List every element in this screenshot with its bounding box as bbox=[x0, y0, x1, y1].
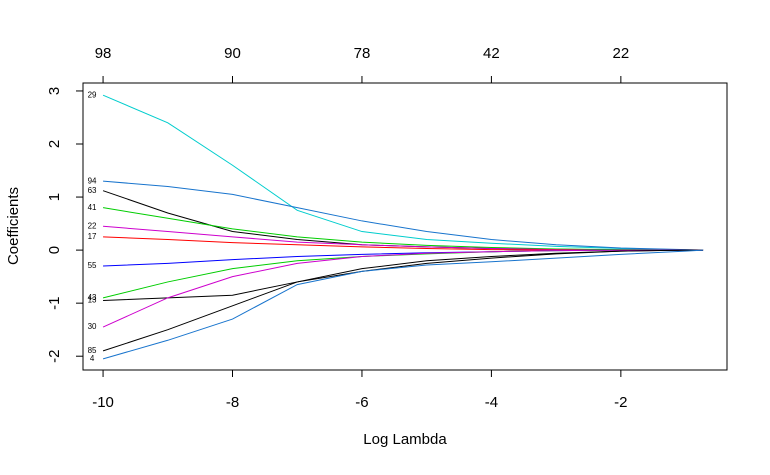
x-tick-label: -4 bbox=[485, 394, 498, 411]
y-tick-label: 1 bbox=[46, 193, 63, 201]
coef-line bbox=[103, 225, 704, 251]
series-label: 63 bbox=[88, 186, 97, 195]
y-tick-label: 0 bbox=[46, 246, 63, 254]
series-label: 94 bbox=[88, 176, 97, 185]
x2-tick-label: 22 bbox=[613, 45, 630, 62]
x-tick-label: -8 bbox=[226, 394, 239, 411]
coef-line bbox=[102, 207, 704, 251]
series-label: 55 bbox=[88, 261, 97, 270]
x-axis-label: Log Lambda bbox=[363, 431, 447, 448]
x-tick-label: -6 bbox=[355, 394, 368, 411]
y-axis-label: Coefficients bbox=[5, 187, 22, 265]
series-label: 4 bbox=[90, 354, 95, 363]
series-label: 85 bbox=[88, 346, 97, 355]
y-tick-label: 2 bbox=[46, 140, 63, 148]
series-label: 30 bbox=[88, 322, 97, 331]
coef-line bbox=[102, 249, 704, 352]
coef-line bbox=[102, 249, 704, 360]
plot-frame bbox=[82, 82, 728, 371]
x2-tick-label: 90 bbox=[224, 45, 241, 62]
coef-line bbox=[103, 249, 704, 302]
x-tick-label: -10 bbox=[92, 394, 114, 411]
coef-line bbox=[103, 180, 704, 251]
x-tick-label: -2 bbox=[614, 394, 627, 411]
coef-line bbox=[102, 94, 704, 251]
y-tick-label: 3 bbox=[46, 87, 63, 95]
series-label: 13 bbox=[88, 296, 97, 305]
x2-tick-label: 42 bbox=[483, 45, 500, 62]
series-label: 41 bbox=[88, 203, 97, 212]
series-label: 29 bbox=[88, 90, 97, 99]
coef-line bbox=[102, 249, 704, 299]
series-label: 43 bbox=[88, 293, 97, 302]
coef-line bbox=[102, 249, 704, 328]
series-label: 17 bbox=[88, 232, 97, 241]
y-tick-label: -2 bbox=[46, 350, 63, 363]
y-tick-label: -1 bbox=[46, 296, 63, 309]
x2-tick-label: 98 bbox=[95, 45, 112, 62]
series-label: 22 bbox=[88, 221, 97, 230]
x2-tick-label: 78 bbox=[354, 45, 371, 62]
